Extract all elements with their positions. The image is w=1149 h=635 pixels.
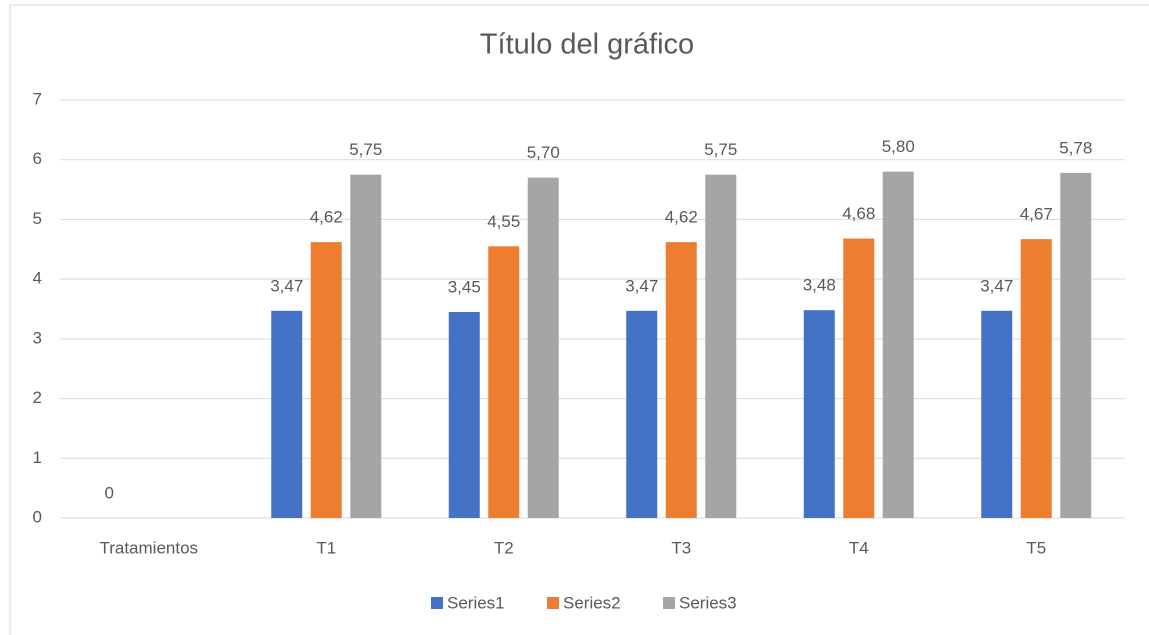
- x-tick-label: Tratamientos: [99, 538, 198, 557]
- x-tick-label: T2: [494, 538, 514, 557]
- chart-border: [9, 4, 1149, 635]
- data-label: 3,45: [448, 277, 481, 296]
- x-tick-label: T5: [1026, 538, 1046, 557]
- x-tick-label: T3: [671, 538, 691, 557]
- data-label: 5,80: [882, 137, 915, 156]
- x-tick-label: T4: [849, 538, 869, 557]
- y-tick-label: 0: [33, 507, 42, 526]
- data-label: 3,47: [270, 276, 303, 295]
- bar: [1060, 172, 1092, 518]
- legend-label: Series1: [447, 593, 505, 612]
- data-label: 4,67: [1020, 205, 1053, 224]
- bar: [626, 310, 658, 518]
- bar: [271, 310, 303, 518]
- bar: [665, 242, 697, 518]
- y-tick-label: 2: [33, 388, 42, 407]
- data-label: 3,47: [625, 276, 658, 295]
- bar: [843, 238, 875, 518]
- bar: [981, 310, 1013, 518]
- bar: [350, 174, 382, 518]
- y-tick-label: 6: [33, 149, 42, 168]
- data-label: 5,70: [527, 143, 560, 162]
- bar: [310, 242, 342, 518]
- data-label: 4,68: [842, 204, 875, 223]
- data-label: 0: [105, 483, 114, 502]
- bar: [448, 311, 480, 518]
- y-tick-label: 7: [33, 89, 42, 108]
- bar: [527, 177, 559, 518]
- data-label: 5,78: [1059, 138, 1092, 157]
- bar: [1020, 239, 1052, 519]
- legend-swatch: [431, 597, 443, 609]
- data-label: 3,48: [803, 276, 836, 295]
- data-label: 4,62: [310, 208, 343, 227]
- legend-label: Series3: [679, 593, 737, 612]
- y-tick-label: 4: [33, 269, 42, 288]
- y-tick-label: 3: [33, 328, 42, 347]
- y-tick-label: 5: [33, 209, 42, 228]
- data-label: 4,55: [487, 212, 520, 231]
- bar: [803, 310, 835, 518]
- legend-swatch: [547, 597, 559, 609]
- data-label: 5,75: [704, 140, 737, 159]
- x-tick-label: T1: [316, 538, 336, 557]
- bar: [705, 174, 737, 518]
- data-label: 5,75: [349, 140, 382, 159]
- chart-title: Título del gráfico: [480, 29, 694, 61]
- y-tick-label: 1: [33, 448, 42, 467]
- legend-swatch: [663, 597, 675, 609]
- bar: [488, 246, 520, 519]
- data-label: 4,62: [665, 208, 698, 227]
- data-label: 3,47: [980, 276, 1013, 295]
- bar: [882, 171, 914, 518]
- legend-label: Series2: [563, 593, 621, 612]
